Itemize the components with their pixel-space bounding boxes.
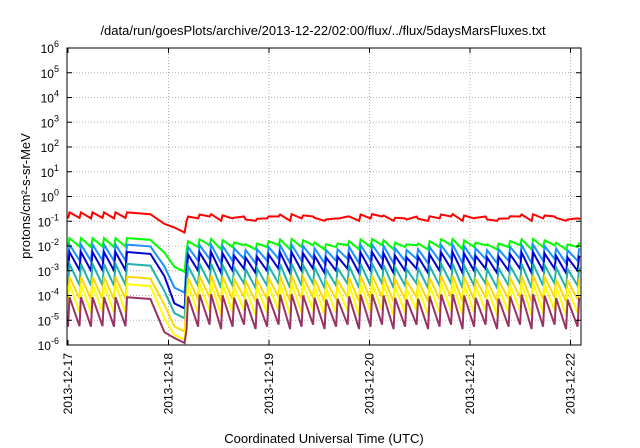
y-tick-label: 103 bbox=[41, 113, 59, 130]
x-tick-label: 2013-12-22 bbox=[564, 353, 578, 415]
y-tick-label: 10-6 bbox=[38, 336, 59, 353]
y-tick-label: 10-5 bbox=[38, 311, 59, 328]
series-line bbox=[67, 293, 581, 345]
series-line bbox=[67, 259, 581, 320]
x-axis-ticks: 2013-12-17 2013-12-18 2013-12-19 2013-12-20… bbox=[61, 48, 578, 414]
x-tick-label: 2013-12-20 bbox=[363, 353, 377, 415]
y-tick-label: 100 bbox=[41, 188, 59, 205]
y-tick-label: 104 bbox=[41, 89, 59, 106]
y-tick-label: 10-3 bbox=[38, 262, 59, 279]
y-tick-label: 10-4 bbox=[38, 287, 59, 304]
y-tick-label: 10-2 bbox=[38, 237, 59, 254]
y-tick-label: 101 bbox=[41, 163, 59, 180]
series-line bbox=[67, 272, 581, 334]
y-axis-label: protons/cm²-s-sr-MeV bbox=[18, 133, 33, 259]
chart-title: /data/run/goesPlots/archive/2013-12-22/0… bbox=[100, 23, 546, 38]
series-line bbox=[67, 210, 581, 234]
x-tick-label: 2013-12-18 bbox=[162, 353, 176, 415]
y-tick-label: 10-1 bbox=[38, 212, 59, 229]
x-tick-label: 2013-12-21 bbox=[463, 353, 477, 415]
series-line bbox=[67, 248, 581, 310]
x-tick-label: 2013-12-19 bbox=[262, 353, 276, 415]
data-series bbox=[67, 210, 581, 345]
x-axis-label: Coordinated Universal Time (UTC) bbox=[224, 431, 423, 446]
x-tick-label: 2013-12-17 bbox=[61, 353, 75, 415]
y-tick-label: 102 bbox=[41, 138, 59, 155]
series-line bbox=[67, 236, 581, 274]
series-line bbox=[67, 282, 581, 342]
series-line bbox=[67, 241, 581, 295]
y-axis-ticks: 10-6 10-5 10-4 10-3 10-2 10-1 100 101 102 103 104 1… bbox=[38, 39, 581, 353]
y-tick-label: 105 bbox=[41, 64, 59, 81]
y-tick-label: 106 bbox=[41, 39, 59, 56]
